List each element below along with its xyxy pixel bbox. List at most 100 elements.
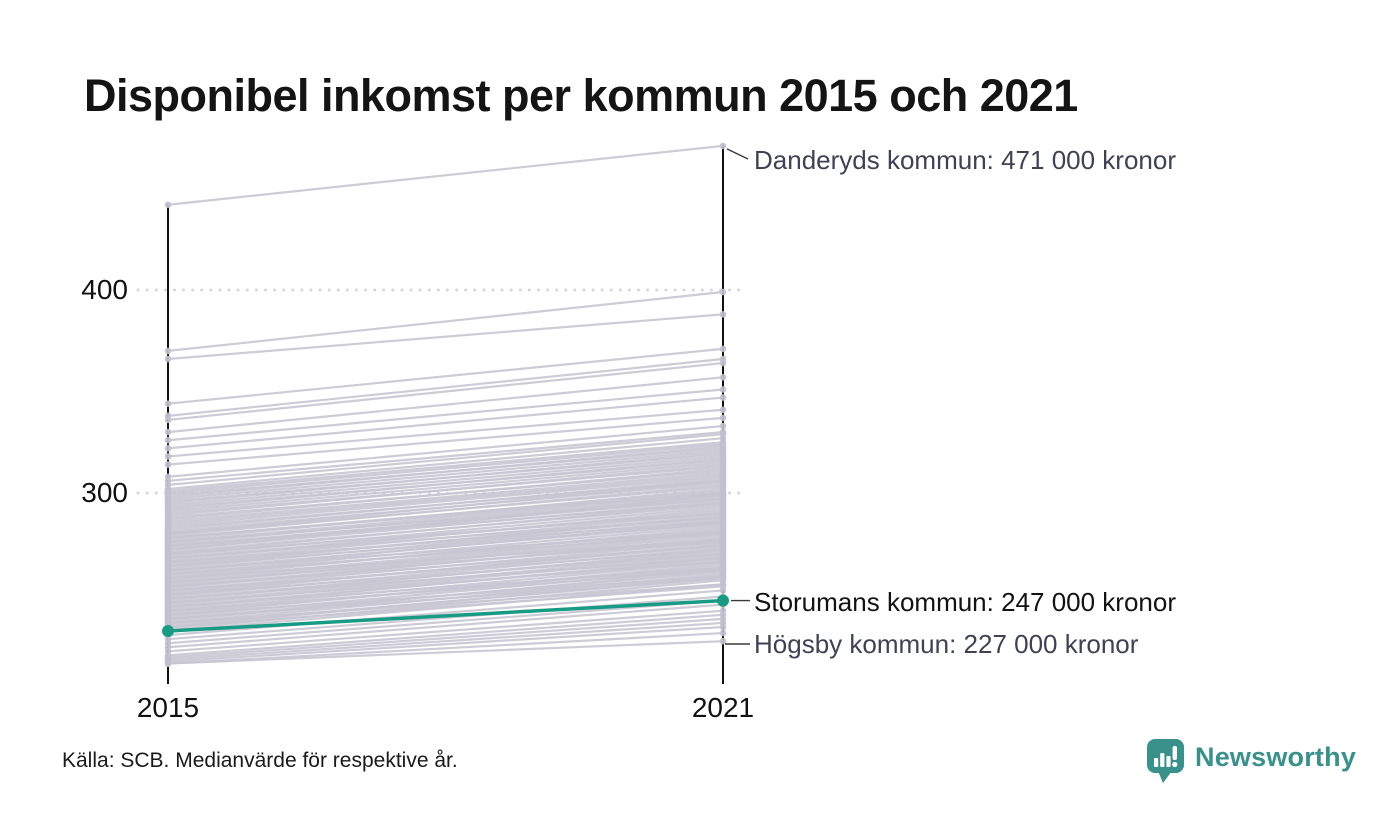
leader-danderyd [726, 148, 749, 160]
municipality-line [167, 357, 724, 417]
municipality-line [167, 431, 724, 482]
municipality-line [167, 467, 724, 521]
municipality-line [167, 388, 724, 442]
newsworthy-logo-icon [1147, 739, 1184, 783]
endpoint-dot [164, 591, 172, 598]
endpoint-dot [164, 428, 172, 436]
municipality-line [167, 290, 724, 352]
municipality-line [167, 475, 724, 527]
endpoint-dot [719, 536, 727, 543]
municipality-line [167, 463, 724, 517]
municipality-line [167, 408, 724, 458]
municipality-line [167, 640, 724, 665]
municipality-line [167, 461, 724, 513]
annotation-hogsby: Högsby kommun: 227 000 kronor [754, 629, 1139, 659]
endpoint-dot [719, 637, 727, 645]
brand-footer: Newsworthy [1146, 737, 1356, 785]
endpoint-dot [164, 461, 172, 468]
municipality-line [167, 567, 724, 608]
endpoint-dot [164, 583, 172, 590]
brand-wordmark: Newsworthy [1195, 741, 1357, 772]
endpoint-dot [164, 400, 172, 407]
municipality-line [167, 577, 724, 620]
endpoint-dot [164, 558, 172, 566]
municipality-line [167, 493, 724, 551]
endpoint-dot [164, 542, 172, 550]
municipality-line [167, 625, 724, 663]
endpoint-dot [719, 574, 727, 582]
endpoint-dot [719, 629, 727, 637]
endpoint-dot [719, 542, 727, 550]
endpoint-dot [164, 599, 172, 606]
endpoint-dot [164, 534, 172, 541]
municipality-line [167, 491, 724, 539]
municipality-line [167, 441, 724, 493]
endpoint-dot [719, 528, 727, 535]
endpoint-dot [164, 347, 172, 355]
municipality-line [167, 376, 724, 434]
municipality-line [167, 617, 724, 659]
annotation-danderyd: Danderyds kommun: 471 000 kronor [754, 145, 1177, 175]
municipality-line [167, 538, 724, 580]
municipality-line [167, 595, 724, 641]
municipality-line [167, 512, 724, 555]
municipality-line [167, 560, 724, 604]
municipality-line [167, 575, 724, 616]
municipality-line [167, 603, 724, 649]
endpoint-dot [719, 311, 727, 318]
municipality-line [167, 530, 724, 572]
municipality-line [167, 544, 724, 588]
endpoint-dot [719, 587, 727, 594]
municipality-line [167, 556, 724, 600]
municipality-line [167, 449, 724, 501]
municipality-line [167, 599, 724, 645]
municipality-line [167, 483, 724, 537]
highlight-dot-2021 [717, 594, 729, 607]
endpoint-dot [164, 615, 172, 623]
endpoint-dot [164, 453, 172, 460]
municipality-line [167, 455, 724, 507]
endpoint-dot [164, 550, 172, 558]
municipality-line [167, 451, 724, 505]
endpoint-dot [719, 414, 727, 422]
municipality-line [167, 516, 724, 560]
endpoint-dot [164, 201, 172, 209]
y-axis-tick-400: 400 [81, 274, 128, 305]
highlight-dot-2015 [162, 625, 174, 638]
municipality-line [167, 477, 724, 531]
endpoint-dot [164, 574, 172, 582]
endpoint-dot [719, 623, 727, 631]
endpoint-dot [719, 422, 727, 430]
municipality-line [167, 313, 724, 361]
x-axis-label-2021: 2021 [691, 692, 755, 723]
y-axis-tick-300: 300 [81, 477, 128, 508]
municipality-line [167, 552, 724, 596]
x-axis-label-2015: 2015 [136, 692, 200, 723]
municipality-line [167, 502, 724, 555]
chart-title: Disponibel inkomst per kommun 2015 och 2… [84, 70, 1078, 121]
municipality-line [167, 609, 724, 653]
municipality-line [167, 416, 724, 466]
annotation-storuman: Storumans kommun: 247 000 kronor [754, 587, 1176, 617]
endpoint-dot [719, 510, 727, 517]
endpoint-dot [164, 436, 172, 444]
municipality-line [167, 437, 724, 491]
municipality-line [167, 631, 724, 665]
endpoint-dot [719, 566, 727, 574]
endpoint-dot [719, 550, 727, 558]
municipality-line [167, 522, 724, 568]
endpoint-dot [164, 416, 172, 424]
endpoint-dot [719, 499, 727, 507]
endpoint-dot [719, 489, 727, 497]
endpoint-dot [719, 477, 727, 485]
municipality-line [167, 457, 724, 511]
municipality-line [167, 585, 724, 629]
municipality-line [167, 540, 724, 584]
municipality-line [167, 520, 724, 564]
endpoint-dot [719, 373, 727, 381]
endpoint-dot [164, 566, 172, 574]
municipality-line [167, 144, 724, 206]
endpoint-dot [719, 142, 727, 150]
